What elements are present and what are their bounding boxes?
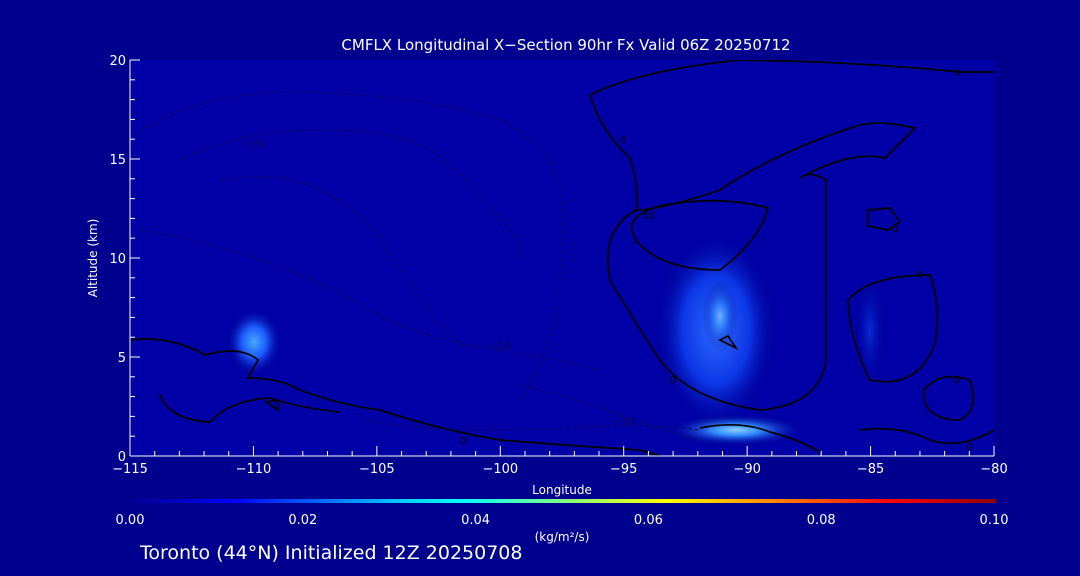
contour-label: −10: [243, 139, 264, 150]
shade-max-central-core: [702, 280, 738, 352]
contour-label: 0: [966, 442, 972, 453]
colorbar-tick-label: 0.00: [116, 513, 145, 528]
shade-max-lower: [666, 414, 806, 446]
contour-zero-divide: [589, 60, 917, 411]
y-ticks: 0 5 10 15 20: [109, 54, 140, 465]
x-tick-label: −90: [733, 462, 760, 477]
x-tick-label: −95: [610, 462, 637, 477]
contour-neg-upper: [179, 129, 521, 261]
contour-small-box: [263, 398, 279, 412]
contour-labels: 0 0 10 0 0 0 0 0 0 −10 −10 −10: [243, 68, 973, 453]
contour-label: 10: [642, 210, 655, 221]
shaded-field: [226, 230, 886, 446]
colorbar-tick-label: 0.06: [634, 513, 663, 528]
y-tick-label: 0: [118, 450, 126, 465]
contour-ten-upper: [631, 199, 770, 271]
colorbar: [130, 499, 996, 503]
contour-label: −10: [613, 416, 634, 427]
contour-label: 0: [670, 375, 676, 386]
x-tick-label: −100: [482, 462, 518, 477]
colorbar-units: (kg/m²/s): [535, 530, 590, 544]
y-tick-label: 20: [109, 54, 126, 69]
contour-zero-west-low: [130, 338, 661, 456]
contour-zero-main: [739, 60, 994, 73]
contour-label: 0: [621, 135, 627, 146]
colorbar-tick-label: 0.10: [980, 513, 1009, 528]
x-ticks: −115 −110 −105 −100 −95 −90 −85 −80: [112, 446, 1008, 477]
x-tick-label: −110: [236, 462, 272, 477]
contour-east-loop: [847, 274, 938, 383]
colorbar-tick-label: 0.04: [461, 513, 490, 528]
contour-neg-inner: [219, 176, 471, 351]
contour-label: 0: [892, 224, 898, 235]
chart-title: CMFLX Longitudinal X−Section 90hr Fx Val…: [341, 36, 790, 54]
colorbar-tick-label: 0.02: [288, 513, 317, 528]
contour-east-small-top: [867, 207, 902, 231]
colorbar-tick-label: 0.08: [807, 513, 836, 528]
x-tick-label: −115: [112, 462, 148, 477]
x-tick-label: −80: [980, 462, 1007, 477]
contour-label: 0: [460, 436, 466, 447]
contour-east-bottom: [859, 427, 994, 445]
footer-caption: Toronto (44°N) Initialized 12Z 20250708: [140, 542, 523, 564]
contour-lines: [130, 60, 994, 456]
contour-zero-west-lower: [159, 394, 341, 423]
y-tick-label: 10: [109, 252, 126, 267]
contour-label: 0: [917, 270, 923, 281]
shade-max-west: [226, 308, 282, 376]
contour-label: 0: [954, 68, 960, 79]
contour-label: −10: [490, 341, 511, 352]
contour-east-lower-loop: [923, 375, 975, 421]
x-tick-label: −105: [359, 462, 395, 477]
y-tick-label: 15: [109, 153, 126, 168]
x-axis-label: Longitude: [532, 483, 592, 497]
y-axis-label: Altitude (km): [86, 219, 100, 298]
y-tick-label: 5: [118, 351, 126, 366]
colorbar-ticks: 0.00 0.02 0.04 0.06 0.08 0.10: [116, 513, 1009, 528]
contour-neg-low3: [519, 384, 701, 441]
shade-max-east: [854, 270, 886, 390]
contour-label: 0: [954, 375, 960, 386]
x-tick-label: −85: [857, 462, 884, 477]
contour-core-tri: [718, 334, 739, 351]
contour-lower-core: [699, 423, 821, 453]
plot-area: [130, 60, 994, 456]
